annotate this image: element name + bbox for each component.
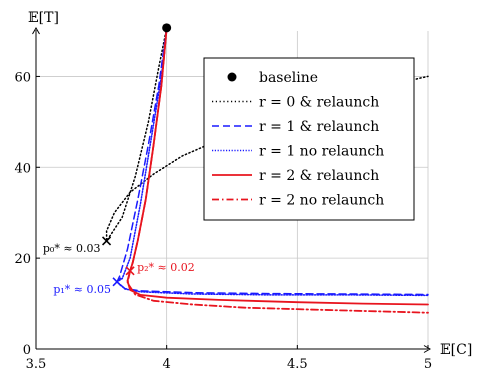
series-line-5	[126, 26, 429, 314]
legend-label-2: r = 1 & relaunch	[259, 119, 379, 135]
legend-label-4: r = 2 & relaunch	[259, 168, 379, 184]
y-tick-label: 40	[14, 161, 31, 176]
optimum-label: p₀* ≈ 0.03	[43, 242, 101, 255]
x-axis-arrow	[423, 345, 431, 353]
y-tick-label: 60	[14, 70, 31, 85]
legend-label-0: baseline	[259, 70, 318, 86]
optimum-label: p₁* ≈ 0.05	[53, 283, 111, 296]
baseline-point	[162, 23, 172, 33]
legend-label-1: r = 0 & relaunch	[259, 95, 379, 111]
legend-label-3: r = 1 no relaunch	[259, 144, 384, 160]
y-axis-arrow	[32, 27, 40, 35]
legend-items: baseline r = 0 & relaunch r = 1 & relaunch…	[212, 70, 384, 209]
annotations: p₀* ≈ 0.03 p₁* ≈ 0.05 p₂* ≈ 0.02	[43, 236, 195, 296]
optimum-marker	[112, 277, 122, 287]
x-axis-label: 𝔼[C]	[440, 342, 472, 358]
x-tick-label: 4	[163, 357, 171, 372]
legend-box	[203, 57, 415, 221]
ticks: 3.5 4 4.5 5 0 20 40 60	[14, 70, 432, 372]
x-tick-label: 3.5	[26, 357, 47, 372]
optimum-marker	[125, 266, 135, 276]
y-tick-label: 0	[23, 343, 31, 358]
legend-marker-baseline	[227, 72, 237, 82]
y-tick-label: 20	[14, 252, 31, 267]
legend-label-5: r = 2 no relaunch	[259, 193, 384, 209]
optimum-label: p₂* ≈ 0.02	[137, 261, 195, 274]
axes	[32, 27, 431, 353]
y-axis-label: 𝔼[T]	[28, 10, 59, 26]
x-tick-label: 4.5	[287, 357, 308, 372]
x-tick-label: 5	[424, 357, 432, 372]
optimum-marker	[101, 236, 112, 246]
legend: baseline r = 0 & relaunch r = 1 & relaunch…	[203, 57, 415, 221]
